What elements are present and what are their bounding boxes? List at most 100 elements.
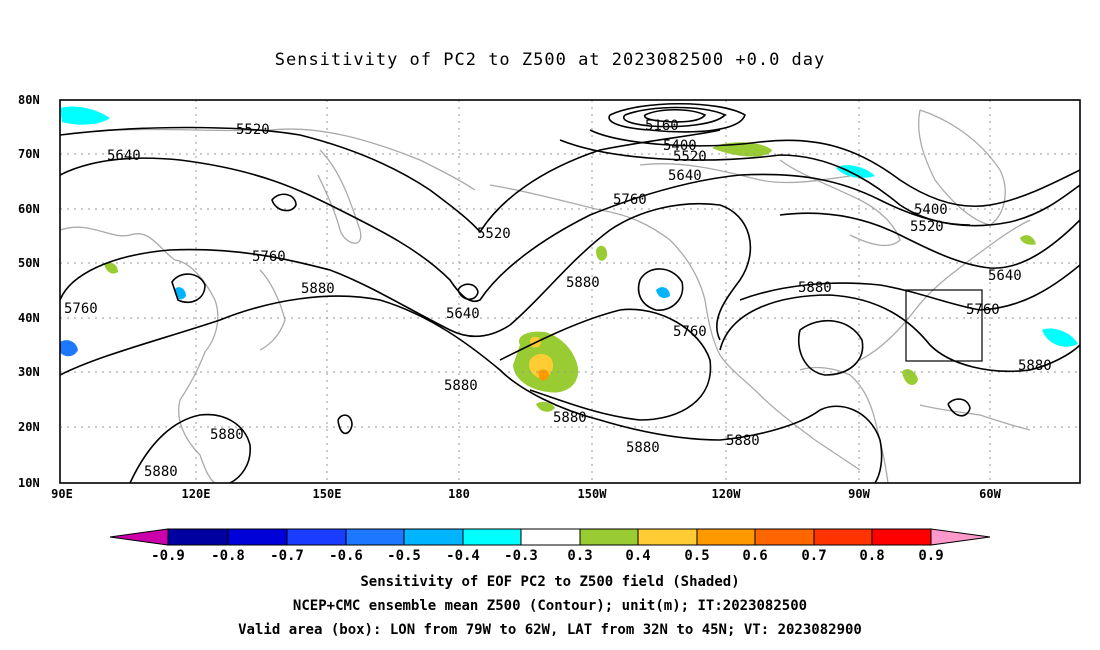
coast-hudson (779, 159, 901, 247)
contour-label: 5400 (914, 202, 948, 218)
colorbar-label: -0.8 (211, 548, 245, 564)
colorbar-cell (871, 528, 932, 546)
shade-green-2 (1020, 235, 1036, 245)
contour-label: 5400 (663, 138, 697, 154)
contour-5880-small-wpac (337, 414, 353, 435)
contour-5160-inner (623, 106, 727, 128)
colorbar-label: 0.6 (742, 548, 767, 564)
colorbar-label: 0.4 (625, 548, 650, 564)
contour-label: 5520 (477, 226, 511, 242)
contour-5880-mid (499, 308, 712, 421)
colorbar-label: -0.7 (270, 548, 304, 564)
colorbar-cell (696, 528, 756, 546)
contour-5160-core (643, 108, 707, 123)
contour-label: 5160 (645, 118, 679, 134)
colorbar-cell (403, 528, 464, 546)
contour-label: 5520 (673, 149, 707, 165)
latitude-labels: 80N 70N 60N 50N 40N 30N 20N 10N (18, 93, 40, 490)
colorbar-label: -0.5 (387, 548, 421, 564)
contour-label: 5520 (236, 122, 270, 138)
contour-5160 (608, 102, 746, 133)
lat-label: 20N (18, 420, 40, 434)
shade-green-1 (596, 245, 608, 261)
coast-caribbean (919, 404, 1031, 431)
colorbar-label: 0.9 (918, 548, 943, 564)
z500-contours (60, 102, 1080, 483)
plot-frame (59, 99, 1081, 484)
contour-low-w1 (171, 273, 206, 304)
colorbar-cell (345, 528, 405, 546)
contour-label: 5880 (144, 464, 178, 480)
coast-kamchatka (317, 149, 362, 244)
coast-namerica-east (859, 219, 1031, 361)
contour-5520-west (60, 126, 721, 234)
colorbar-cell (579, 528, 639, 546)
contour-label: 5520 (910, 219, 944, 235)
lat-label: 10N (18, 476, 40, 490)
coast-japan (259, 269, 286, 351)
longitude-labels: 90E 120E 150E 180 150W 120W 90W 60W (51, 487, 1001, 501)
colorbar-left-arrow (109, 528, 169, 546)
contour-5640-west (60, 157, 971, 302)
contour-low-c2 (637, 268, 684, 311)
colorbar-cell (637, 528, 698, 546)
contour-label: 5880 (626, 440, 660, 456)
contour-label: 5880 (301, 281, 335, 297)
contour-label: 5880 (566, 275, 600, 291)
contour-label: 5760 (613, 192, 647, 208)
contour-5760-east (739, 264, 1080, 311)
colorbar-label: -0.6 (329, 548, 363, 564)
shade-blue-1 (60, 340, 78, 357)
gridlines (60, 100, 1080, 483)
caption-line-2: NCEP+CMC ensemble mean Z500 (Contour); u… (292, 598, 808, 614)
lat-label: 40N (18, 311, 40, 325)
lon-label: 90W (848, 487, 870, 501)
contour-5400-north (589, 129, 1080, 208)
contour-5880-gulf (798, 319, 864, 376)
colorbar-label: 0.7 (801, 548, 826, 564)
lon-label: 180 (448, 487, 470, 501)
contour-label: 5760 (673, 324, 707, 340)
shade-green-sub (536, 401, 555, 412)
contour-label: 5880 (444, 378, 478, 394)
contour-low-w2 (271, 193, 297, 212)
map-title: Sensitivity of PC2 to Z500 at 2023082500… (274, 50, 826, 70)
contour-5520-north (559, 139, 1080, 227)
colorbar-labels: -0.9 -0.8 -0.7 -0.6 -0.5 -0.4 -0.3 0.3 0… (151, 548, 944, 564)
colorbar-cell (813, 528, 873, 546)
caption-line-1: Sensitivity of EOF PC2 to Z500 field (Sh… (360, 574, 740, 590)
lon-label: 120W (712, 487, 742, 501)
contour-label: 5880 (798, 280, 832, 296)
contour-label: 5880 (553, 410, 587, 426)
colorbar-label: -0.9 (151, 548, 185, 564)
colorbar-cell (462, 528, 522, 546)
lon-label: 120E (182, 487, 211, 501)
lon-label: 150W (578, 487, 608, 501)
colorbar-label: 0.5 (684, 548, 709, 564)
colorbar-cell (227, 528, 288, 546)
lat-label: 50N (18, 256, 40, 270)
shade-orange-pacific (538, 369, 549, 381)
contour-5880-east (719, 294, 1080, 373)
lon-label: 60W (979, 487, 1001, 501)
caption-line-3: Valid area (box): LON from 79W to 62W, L… (238, 622, 862, 638)
lon-label: 150E (313, 487, 342, 501)
contour-label: 5640 (988, 268, 1022, 284)
contour-label: 5880 (1018, 358, 1052, 374)
shade-cyan-5 (656, 287, 670, 298)
contour-5880-west (60, 295, 821, 441)
shade-cyan-2 (836, 165, 875, 178)
coast-asia (60, 226, 219, 483)
colorbar-cell (167, 528, 229, 546)
valid-area-box (905, 289, 983, 362)
lat-label: 60N (18, 202, 40, 216)
contour-label: 5760 (252, 249, 286, 265)
coast-namerica-west (719, 354, 861, 471)
shade-cyan-3 (1042, 328, 1078, 347)
contour-label: 5880 (726, 433, 760, 449)
colorbar-label: 0.8 (859, 548, 884, 564)
colorbar-label: -0.4 (446, 548, 480, 564)
colorbar-cell (520, 528, 581, 546)
contour-label: 5640 (107, 148, 141, 164)
